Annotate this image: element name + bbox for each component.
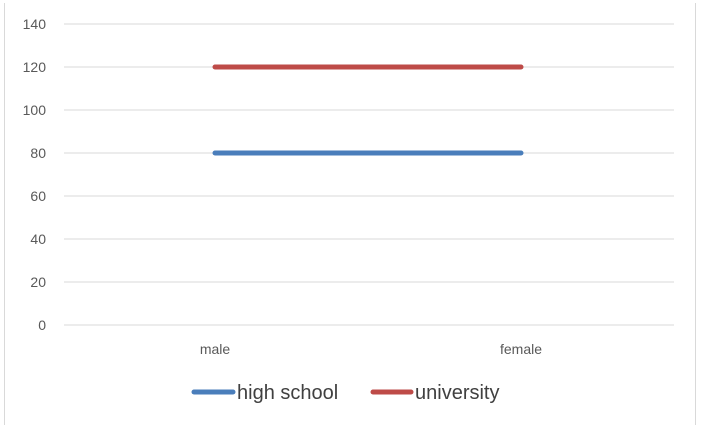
y-tick-label: 120 xyxy=(23,59,47,75)
legend-label-high-school: high school xyxy=(237,382,338,404)
legend-label-university: university xyxy=(415,382,499,404)
y-tick-label: 100 xyxy=(23,102,47,118)
chart-area[interactable] xyxy=(4,3,696,425)
y-tick-label: 140 xyxy=(23,16,47,32)
x-tick-label: female xyxy=(500,341,542,357)
y-tick-label: 80 xyxy=(30,145,46,161)
y-tick-label: 40 xyxy=(30,231,46,247)
x-tick-label: male xyxy=(200,341,231,357)
y-tick-label: 0 xyxy=(38,317,46,333)
y-tick-label: 60 xyxy=(30,188,46,204)
y-tick-label: 20 xyxy=(30,274,46,290)
